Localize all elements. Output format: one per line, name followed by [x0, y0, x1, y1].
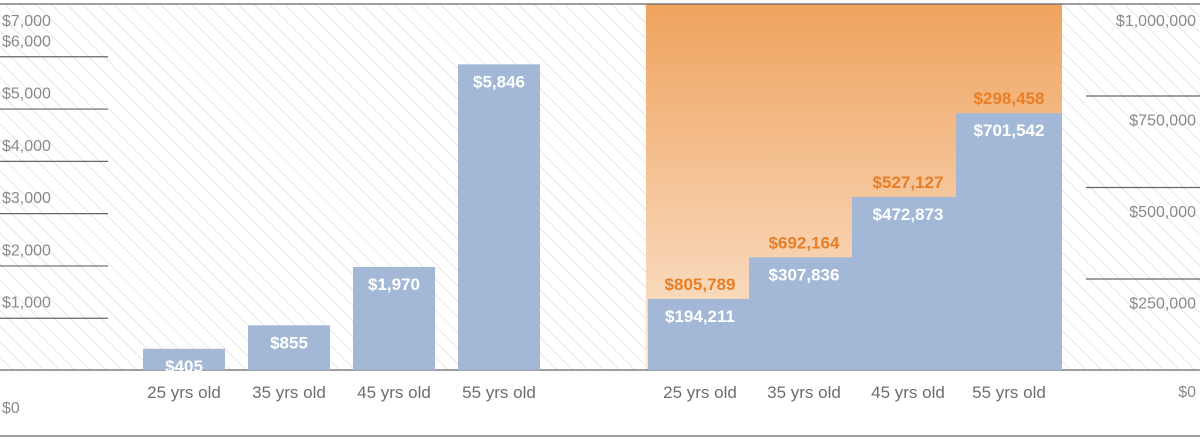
right-bar-value-label: $701,542 — [974, 121, 1045, 140]
right-y-tick-label: $250,000 — [1129, 296, 1196, 313]
left-y-tick-label: $7,000 — [2, 13, 51, 30]
left-category-label: 45 yrs old — [357, 383, 431, 402]
right-bar-base-segment — [648, 298, 749, 370]
right-bar-top-segment-label: $805,789 — [665, 275, 736, 294]
left-bar — [458, 64, 540, 371]
left-bar-value-label: $5,846 — [473, 72, 525, 91]
right-bar-value-label: $194,211 — [665, 307, 735, 326]
right-bar-base-segment — [956, 113, 1062, 370]
right-category-label: 35 yrs old — [767, 383, 841, 402]
right-y-tick-label: $1,000,000 — [1116, 13, 1196, 30]
left-y-tick-label: $2,000 — [2, 242, 51, 259]
right-bar-base-segment — [852, 196, 956, 370]
right-bar-top-segment-label: $527,127 — [873, 173, 944, 192]
left-hatch-background — [0, 4, 646, 370]
left-bar-value-label: $1,970 — [368, 275, 420, 294]
left-y-tick-label: $1,000 — [2, 295, 51, 312]
right-category-label: 55 yrs old — [972, 383, 1046, 402]
right-bar-top-segment-label: $692,164 — [769, 233, 840, 252]
left-category-label: 55 yrs old — [462, 383, 536, 402]
left-y-tick-label: $0 — [2, 400, 20, 417]
left-category-label: 35 yrs old — [252, 383, 326, 402]
right-bar-value-label: $472,873 — [873, 205, 944, 224]
left-y-tick-label: $5,000 — [2, 86, 51, 103]
right-bar-value-label: $307,836 — [769, 265, 840, 284]
right-bar-top-segment-label: $298,458 — [974, 89, 1045, 108]
right-y-tick-label: $750,000 — [1129, 113, 1196, 130]
left-y-tick-label: $4,000 — [2, 138, 51, 155]
right-bar-base-segment — [749, 257, 852, 370]
right-category-label: 25 yrs old — [663, 383, 737, 402]
right-y-tick-label: $0 — [1178, 384, 1196, 401]
left-bar — [353, 266, 435, 370]
bar-layer — [143, 64, 1062, 371]
left-bar-value-label: $855 — [270, 333, 308, 352]
left-bar — [143, 348, 225, 370]
left-y-tick-label: $6,000 — [2, 33, 51, 50]
left-bar-value-label: $405 — [165, 357, 203, 376]
label-layer: $0 $1,000 $2,000 $3,000 $4,000 $5,000 $6,000 $7… — [2, 13, 1196, 417]
left-y-tick-label: $3,000 — [2, 190, 51, 207]
right-y-tick-label: $500,000 — [1129, 204, 1196, 221]
right-category-label: 45 yrs old — [871, 383, 945, 402]
left-category-label: 25 yrs old — [147, 383, 221, 402]
left-bar — [248, 325, 330, 370]
